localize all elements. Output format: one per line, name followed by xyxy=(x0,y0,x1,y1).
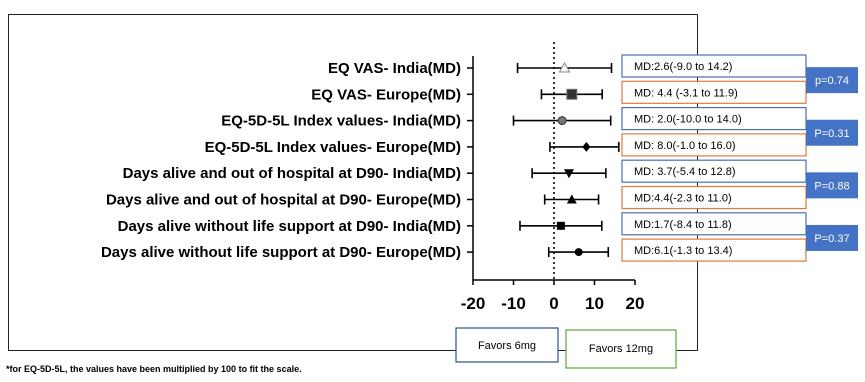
x-tick-label: -10 xyxy=(501,294,526,313)
p-value-text: P=0.37 xyxy=(814,233,849,245)
row-label: Days alive and out of hospital at D90- I… xyxy=(123,165,461,182)
p-value-text: P=0.88 xyxy=(814,180,849,192)
point-estimate xyxy=(557,116,567,126)
p-value-box xyxy=(806,67,858,94)
point-estimate xyxy=(556,221,565,230)
point-estimate xyxy=(563,169,574,179)
p-value-box xyxy=(806,172,858,199)
ci-text: MD: 3.7(-5.4 to 12.8) xyxy=(634,166,736,178)
row-label: EQ VAS- Europe(MD) xyxy=(311,86,461,103)
p-value-text: P=0.31 xyxy=(814,128,849,140)
row-label: EQ-5D-5L Index values- India(MD) xyxy=(221,113,461,130)
x-tick-label: 10 xyxy=(585,294,604,313)
ci-text: MD: 8.0(-1.0 to 16.0) xyxy=(634,140,736,152)
point-estimate xyxy=(566,194,577,204)
p-value-box xyxy=(806,119,858,146)
favors-right-label: Favors 12mg xyxy=(589,343,653,355)
favors-right-box xyxy=(565,329,677,369)
ci-text: MD:6.1(-1.3 to 13.4) xyxy=(634,245,732,257)
favors-left-label: Favors 6mg xyxy=(478,340,536,352)
x-tick-label: 0 xyxy=(549,294,558,313)
p-value-box xyxy=(806,224,858,251)
row-label: EQ VAS- India(MD) xyxy=(328,60,461,77)
ci-text-box-india xyxy=(621,106,807,131)
point-estimate xyxy=(574,248,583,257)
point-estimate xyxy=(582,141,591,152)
row-label: Days alive without life support at D90- … xyxy=(118,218,461,235)
ci-text: MD:2.6(-9.0 to 14.2) xyxy=(634,61,732,73)
row-label: Days alive and out of hospital at D90- E… xyxy=(106,192,461,209)
p-value-text: p=0.74 xyxy=(815,75,849,87)
point-estimate xyxy=(558,61,571,73)
favors-left-box xyxy=(455,327,559,363)
ci-text-box-india xyxy=(621,54,807,78)
row-label: Days alive without life support at D90- … xyxy=(101,244,461,261)
ci-text: MD: 4.4 (-3.1 to 11.9) xyxy=(634,87,738,99)
point-estimate xyxy=(566,88,578,100)
ci-text: MD:4.4(-2.3 to 11.0) xyxy=(634,193,732,205)
ci-text: MD:1.7(-8.4 to 11.8) xyxy=(634,219,732,231)
row-label: EQ-5D-5L Index values- Europe(MD) xyxy=(205,139,461,156)
x-tick-label: 20 xyxy=(626,294,645,313)
ci-text: MD: 2.0(-10.0 to 14.0) xyxy=(634,114,742,126)
ci-text-box-india xyxy=(621,159,807,183)
footnote: *for EQ-5D-5L, the values have been mult… xyxy=(6,364,302,374)
ci-text-box-india xyxy=(621,212,807,236)
x-tick-label: -20 xyxy=(461,294,486,313)
